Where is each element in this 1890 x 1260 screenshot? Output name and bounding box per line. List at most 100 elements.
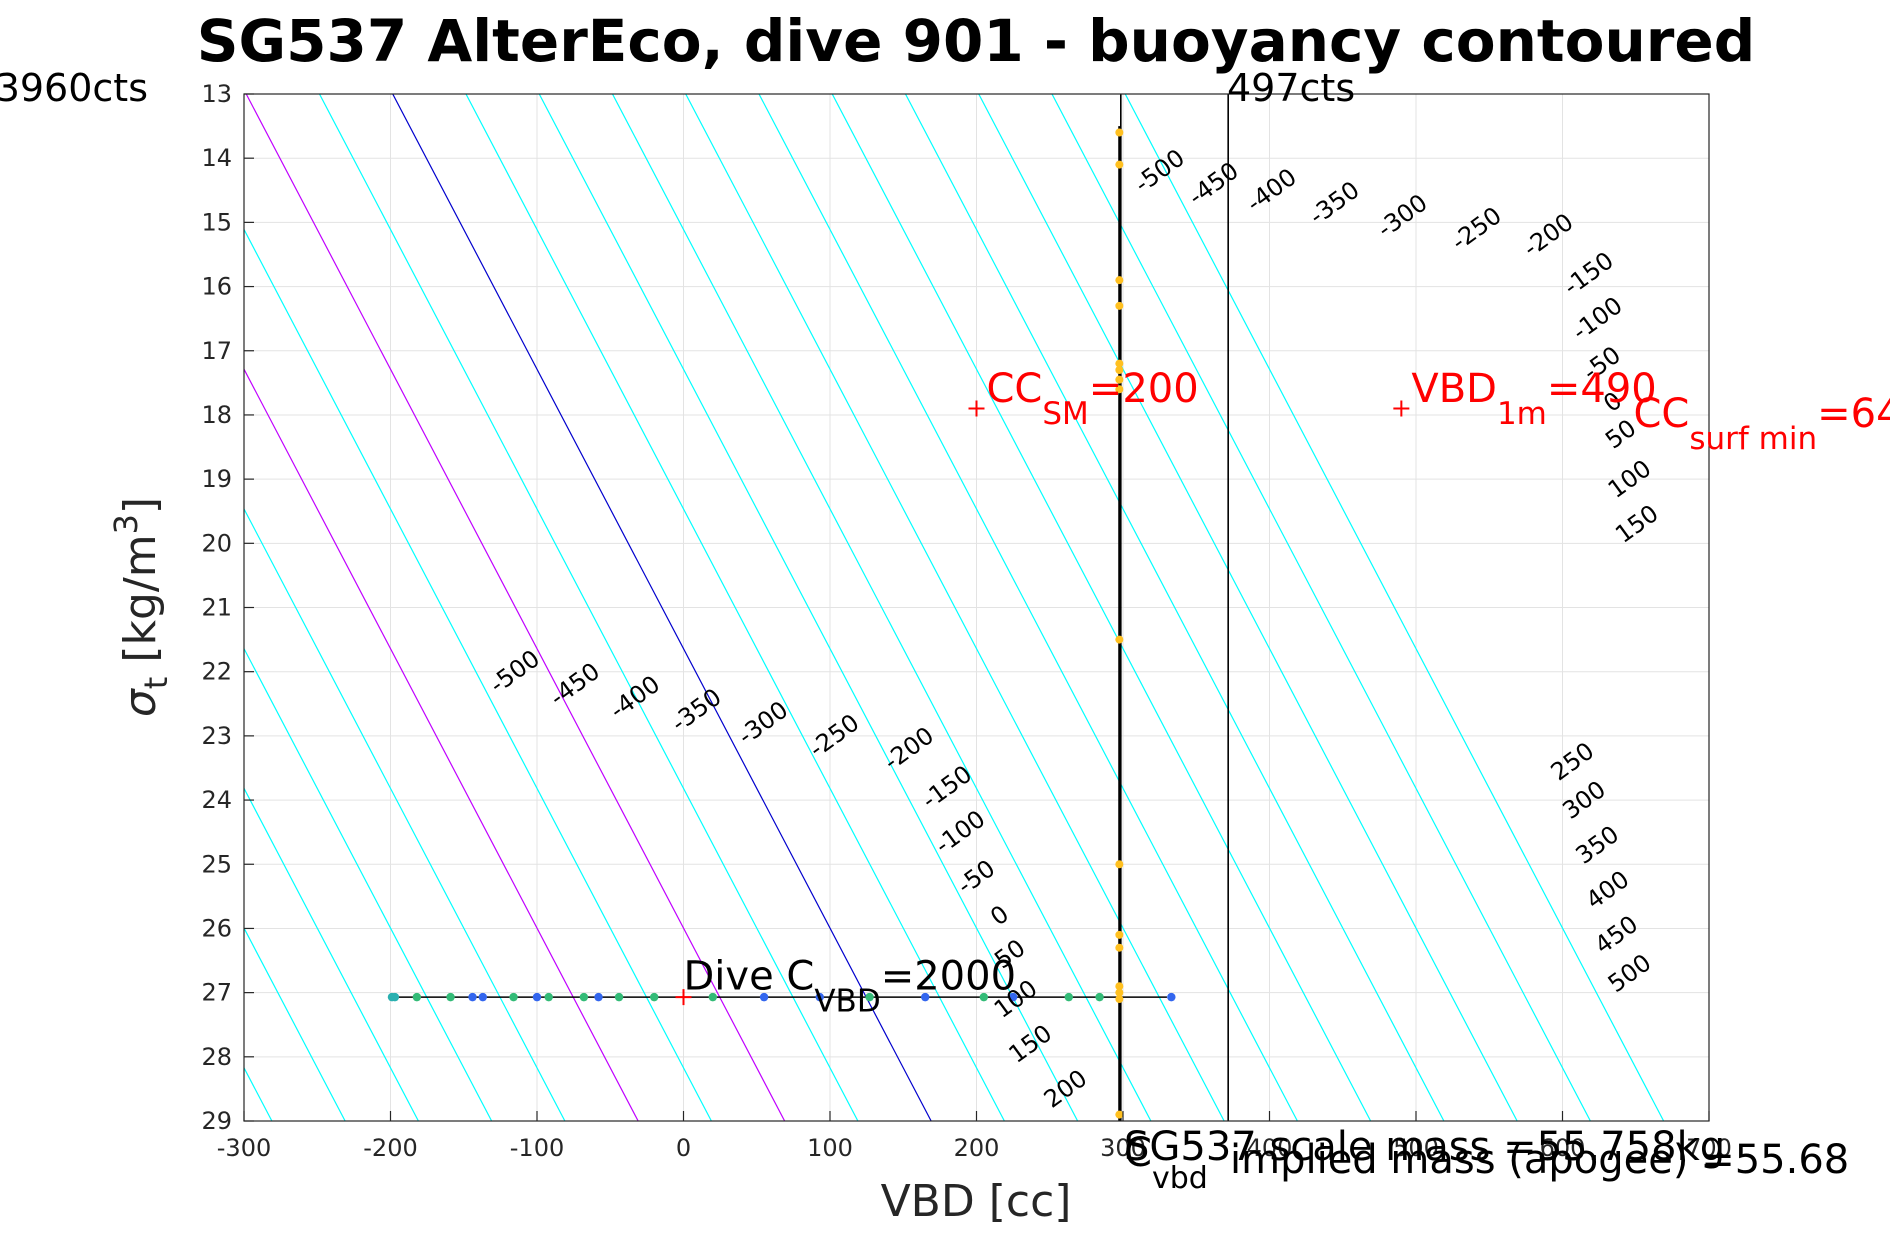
y-tick-label: 29: [201, 1107, 232, 1135]
y-axis-label: σt [kg/m3]: [107, 497, 175, 717]
x-tick-label: 500: [1393, 1134, 1439, 1162]
contour-line: [244, 367, 639, 1121]
vertical-track-point: [1115, 930, 1124, 939]
vertical-track-point: [1115, 366, 1124, 375]
dive-track-point: [579, 992, 589, 1002]
dive-track: [387, 126, 1410, 1121]
vertical-track-point: [1115, 375, 1124, 384]
cc-surf-annotation-sub: surf min: [1689, 421, 1817, 457]
y-label-close: ]: [115, 497, 166, 514]
marker-plus: [675, 989, 692, 1006]
axis-ticks: -300 -200 -100 0 100 200 300 400 500 600 700 13 14 15…: [201, 80, 1731, 1162]
y-label-symbol: σ: [115, 688, 166, 717]
svg-text:σt [kg/m3]: σt [kg/m3]: [107, 497, 175, 717]
y-tick-label: 20: [201, 529, 232, 557]
contour-line: [244, 647, 493, 1121]
contour-line: [978, 94, 1518, 1121]
scale-mass-label: SG537 scale mass =55.758kg: [1124, 1124, 1725, 1170]
dive-track-point: [1008, 992, 1018, 1002]
x-tick-label: -300: [217, 1134, 271, 1162]
dive-track-point: [594, 992, 603, 1002]
dive-track-point: [509, 992, 518, 1002]
y-tick-label: 14: [201, 144, 232, 172]
y-tick-label: 23: [201, 722, 232, 750]
cc-sm-annotation: CCSM=200: [987, 366, 1199, 432]
x-axis-label: VBD [cc]: [881, 1176, 1072, 1227]
vbd-1m-annotation-tail: =490: [1547, 366, 1657, 412]
y-tick-label: 25: [201, 850, 232, 878]
dive-track-point: [446, 992, 455, 1002]
dive-track-point: [390, 992, 400, 1002]
contour-line: [1124, 94, 1665, 1121]
contour-line: [245, 94, 786, 1121]
marker-plus: [968, 400, 985, 417]
cc-surf-annotation-tail: =64: [1817, 391, 1890, 437]
vertical-track-point: [1115, 385, 1124, 394]
dive-track-point: [865, 992, 874, 1002]
implied-mass-label: implied mass (apogee) =55.68: [1230, 1137, 1849, 1183]
x-tick-label: 300: [1100, 1134, 1146, 1162]
cc-sm-annotation-sub: SM: [1042, 396, 1088, 432]
dive-track-point: [1095, 992, 1104, 1002]
contour-line: [392, 94, 932, 1121]
y-tick-label: 15: [201, 208, 232, 236]
dive-track-point: [412, 992, 422, 1002]
cc-surf-annotation: CCsurf min=64: [1633, 391, 1890, 457]
x-tick-label: 700: [1686, 1134, 1732, 1162]
contour-line: [465, 94, 1005, 1121]
vbd-1m-annotation-sub: 1m: [1497, 396, 1547, 432]
dive-track-point: [1167, 992, 1176, 1002]
contour-line: [244, 228, 712, 1121]
vertical-track-point: [1115, 988, 1124, 997]
dive-c-annotation: Dive CVBD=2000: [684, 953, 1017, 1019]
contour-line: [904, 94, 1445, 1121]
contour-line: [685, 94, 1225, 1121]
y-tick-label: 28: [201, 1043, 232, 1071]
dive-track-point: [979, 992, 989, 1002]
y-tick-label: 18: [201, 401, 232, 429]
dive-track-point: [544, 992, 553, 1002]
vertical-track-point: [1115, 982, 1124, 991]
y-label-subscript: t: [137, 677, 175, 690]
y-tick-label: 21: [201, 594, 232, 622]
contour-line: [538, 94, 1079, 1121]
dive-track-point: [478, 992, 487, 1002]
vertical-track-point: [1115, 301, 1124, 310]
x-tick-label: 600: [1540, 1134, 1586, 1162]
y-label-superscript: 3: [107, 514, 145, 534]
x-tick-label: 200: [954, 1134, 1000, 1162]
contour-line: [831, 94, 1372, 1121]
dive-track-point: [759, 992, 769, 1002]
x-tick-label: 0: [676, 1134, 691, 1162]
dive-c-annotation-sub: VBD: [814, 983, 880, 1019]
vertical-track-point: [1115, 635, 1124, 644]
x-tick-label: -100: [510, 1134, 564, 1162]
y-tick-label: 19: [201, 465, 232, 493]
dive-track-point: [468, 992, 477, 1002]
c-vbd-sub: vbd: [1152, 1161, 1208, 1196]
y-tick-label: 26: [201, 914, 232, 942]
dive-track-point: [815, 992, 824, 1002]
top-right-counts: 497cts: [1227, 66, 1355, 110]
contour-line: [611, 94, 1152, 1121]
vertical-track-point: [1115, 160, 1124, 169]
contour-line: [758, 94, 1298, 1121]
contour-line: [244, 787, 419, 1121]
marker-plus: [1393, 400, 1410, 417]
vertical-track-point: [1115, 995, 1124, 1004]
y-tick-label: 16: [201, 273, 232, 301]
y-tick-label: 22: [201, 658, 232, 686]
vertical-track-point: [1115, 276, 1124, 285]
x-tick-label: -200: [363, 1134, 417, 1162]
dive-c-annotation-main: Dive C: [684, 953, 815, 999]
x-tick-label: 100: [807, 1134, 853, 1162]
contour-line: [244, 507, 566, 1121]
dive-track-point: [614, 992, 624, 1002]
c-vbd-label: Cvbd: [1124, 1130, 1208, 1196]
dive-track-point: [1064, 992, 1073, 1002]
vertical-track-point: [1115, 359, 1124, 368]
vbd-1m-annotation: VBD1m=490: [1411, 366, 1656, 432]
dive-track-point: [921, 992, 930, 1002]
dive-track-point: [708, 992, 717, 1002]
